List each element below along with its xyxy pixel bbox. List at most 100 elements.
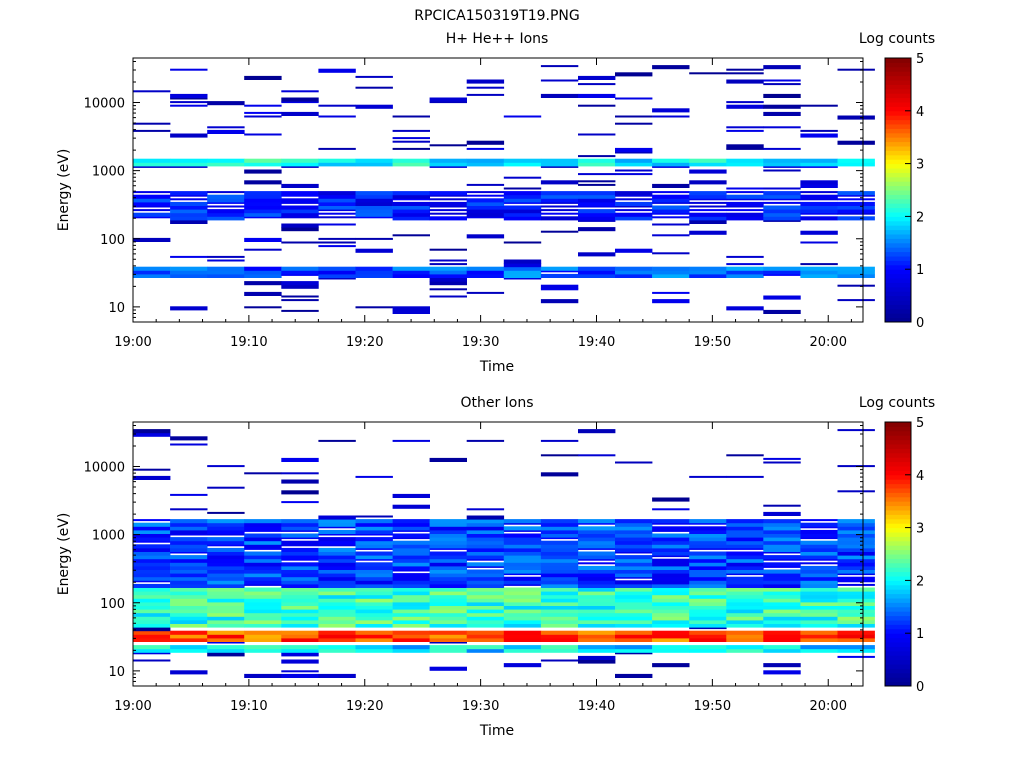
colorbar-segment	[885, 58, 911, 63]
colorbar-segment	[885, 238, 911, 244]
heatmap-cell	[689, 158, 727, 163]
heatmap-cell	[800, 205, 838, 210]
heatmap-cell	[244, 583, 282, 586]
colorbar-segment	[885, 190, 911, 195]
heatmap-cell	[540, 288, 579, 291]
heatmap-cell	[763, 461, 801, 464]
heatmap-cell	[466, 569, 505, 574]
heatmap-cell	[689, 587, 727, 592]
heatmap-cell	[689, 209, 727, 212]
colorbar-segment	[885, 554, 911, 559]
heatmap-cell	[837, 573, 875, 576]
colorbar-segment	[885, 501, 911, 507]
heatmap-cell	[540, 79, 579, 82]
colorbar-segment	[885, 620, 911, 625]
heatmap-cell	[578, 519, 616, 524]
heatmap-cell	[170, 576, 208, 581]
heatmap-cell	[133, 129, 171, 132]
colorbar-tick-label: 0	[916, 316, 924, 331]
colorbar-segment	[885, 71, 911, 77]
heatmap-cell	[318, 565, 356, 570]
colorbar-segment	[885, 593, 911, 599]
heatmap-cell	[615, 151, 653, 154]
heatmap-cell	[170, 493, 208, 496]
heatmap-cell	[800, 605, 838, 610]
heatmap-cell	[133, 605, 171, 610]
heatmap-cell	[800, 598, 838, 603]
heatmap-cell	[170, 565, 208, 570]
heatmap-cell	[318, 583, 356, 588]
heatmap-cell	[540, 573, 579, 578]
heatmap-cell	[244, 537, 282, 542]
heatmap-cell	[540, 594, 579, 599]
heatmap-cell	[578, 266, 616, 271]
heatmap-cell	[133, 475, 171, 480]
colorbar-segment	[885, 172, 911, 178]
heatmap-cell	[244, 594, 282, 599]
y-axis-label: Energy (eV)	[56, 513, 72, 596]
heatmap-cell	[170, 583, 208, 588]
heatmap-cell	[503, 162, 542, 167]
heatmap-cell	[837, 601, 875, 606]
colorbar-segment	[885, 576, 911, 581]
heatmap-cell	[392, 216, 430, 221]
heatmap-cell	[392, 648, 430, 653]
heatmap-cell	[763, 519, 801, 524]
heatmap-cell	[726, 212, 764, 217]
heatmap-cell	[726, 519, 764, 524]
colorbar-segment	[885, 672, 911, 678]
heatmap-cell	[429, 158, 467, 163]
heatmap-cell	[652, 533, 690, 538]
heatmap-cell	[800, 558, 838, 561]
colorbar-segment	[885, 163, 911, 169]
colorbar-segment	[885, 655, 911, 661]
heatmap-cell	[726, 565, 764, 570]
heatmap-cell	[503, 212, 542, 217]
panel-h-he-ions: H+ He++ Ions 19:00 19:10 19:20 19:30 19:40 19…	[56, 31, 935, 375]
colorbar-segment	[885, 159, 911, 165]
heatmap-cell	[800, 587, 838, 592]
heatmap-cell	[244, 115, 282, 118]
heatmap-cell	[503, 612, 542, 617]
heatmap-cell	[652, 212, 690, 215]
heatmap-cell	[652, 601, 690, 606]
heatmap-cell	[318, 612, 356, 617]
heatmap-cell	[133, 90, 171, 93]
colorbar-segment	[885, 300, 911, 305]
heatmap-cell	[800, 630, 838, 635]
colorbar-segment	[885, 128, 911, 134]
heatmap-cell	[281, 573, 319, 578]
heatmap-cell	[837, 68, 875, 71]
heatmap-cell	[466, 266, 505, 271]
heatmap-cell	[615, 637, 653, 642]
heatmap-cell	[133, 212, 171, 217]
heatmap-cell	[429, 519, 467, 524]
heatmap-cell	[503, 270, 542, 275]
colorbar-segment	[885, 650, 911, 656]
heatmap-cell	[133, 429, 171, 434]
heatmap-cell	[578, 158, 616, 163]
heatmap-cell	[318, 439, 356, 442]
heatmap-cell	[355, 529, 393, 534]
heatmap-cell	[652, 108, 690, 113]
heatmap-cell	[244, 194, 282, 199]
heatmap-cell	[429, 162, 467, 167]
panel-title: H+ He++ Ions	[446, 31, 549, 47]
heatmap-cell	[207, 598, 245, 603]
heatmap-cell	[503, 601, 542, 606]
colorbar-segment	[885, 611, 911, 617]
heatmap-cell	[578, 104, 616, 107]
heatmap-cell	[133, 609, 171, 614]
heatmap-cell	[540, 93, 579, 98]
heatmap-cell	[578, 212, 616, 217]
heatmap-cell	[207, 529, 245, 534]
heatmap-cell	[207, 198, 245, 203]
heatmap-cell	[133, 652, 171, 655]
colorbar-segment	[885, 88, 911, 94]
heatmap-cell	[763, 594, 801, 599]
heatmap-cell	[392, 234, 430, 237]
heatmap-cell	[800, 191, 838, 194]
heatmap-cell	[281, 670, 319, 673]
heatmap-cell	[281, 540, 319, 545]
heatmap-cell	[244, 540, 282, 545]
